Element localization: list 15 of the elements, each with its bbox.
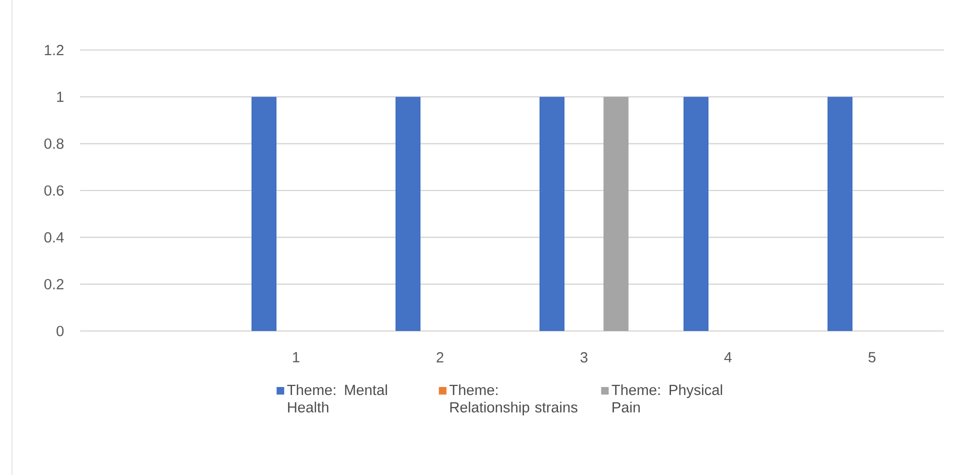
y-tick-label: 0.2	[44, 278, 64, 290]
legend-label: Theme: Physical Pain	[612, 384, 722, 412]
y-tick-label: 1	[57, 92, 64, 102]
y-tick-label: 0.4	[44, 232, 64, 243]
legend-label: Theme: Relationship strains	[449, 384, 578, 416]
y-tick-label: 0.6	[44, 185, 64, 196]
x-tick-label: 4	[724, 352, 732, 362]
x-tick-label: 3	[580, 352, 588, 363]
y-tick-label: 0	[56, 326, 64, 336]
x-tick-label: 5	[868, 352, 876, 362]
y-tick-label: 0.8	[44, 138, 64, 149]
x-tick-label: 1	[293, 352, 300, 362]
legend-label: Theme: Mental Health	[287, 384, 387, 412]
x-tick-label: 2	[436, 352, 444, 362]
y-tick-label: 1.2	[44, 44, 64, 56]
